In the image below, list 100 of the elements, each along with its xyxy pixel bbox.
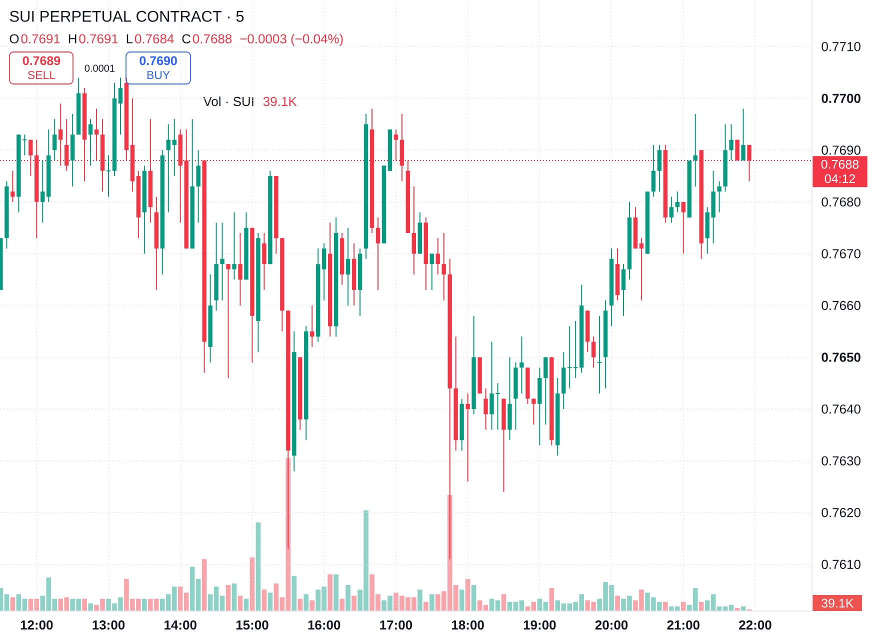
candlestick — [322, 242, 326, 301]
x-tick-label: 22:00 — [739, 620, 772, 630]
bar — [680, 602, 686, 611]
candlestick — [585, 310, 590, 353]
bar — [142, 598, 147, 611]
candlestick — [166, 124, 170, 213]
candlestick — [669, 196, 674, 224]
candlestick — [615, 248, 620, 301]
candlestick — [681, 201, 686, 254]
candlestick — [424, 216, 428, 290]
x-tick-label: 16:00 — [308, 620, 340, 630]
candlestick — [190, 118, 194, 250]
candlestick — [556, 377, 560, 456]
annotation: 0.7691 — [79, 34, 118, 44]
bar — [352, 596, 356, 611]
candlestick — [232, 212, 236, 280]
bar — [238, 596, 243, 611]
x-tick-label: 18:00 — [452, 620, 484, 630]
candlestick — [136, 170, 141, 239]
candlestick — [412, 186, 416, 275]
candlestick — [298, 356, 302, 430]
candlestick — [154, 196, 159, 290]
annotation: −0.0003 (−0.04%) — [240, 34, 343, 46]
bar — [423, 602, 428, 611]
text: 04:12 — [824, 174, 856, 184]
x-tick-label: 20:00 — [595, 620, 628, 630]
bar — [340, 598, 344, 611]
candlestick — [544, 356, 548, 426]
x-tick-label: 19:00 — [524, 620, 556, 630]
candlestick — [388, 128, 392, 172]
candlestick — [106, 154, 112, 198]
candlestick — [567, 326, 572, 389]
candlestick — [675, 191, 680, 213]
y-tick-label: 0.7660 — [822, 300, 860, 310]
annotation: H — [68, 34, 76, 44]
candlestick — [645, 191, 650, 254]
bar — [88, 603, 93, 611]
y-tick-label: 0.7650 — [822, 352, 860, 362]
candlestick — [250, 227, 254, 363]
candlestick — [466, 393, 470, 482]
candlestick — [256, 232, 260, 353]
annotation: 0.7691 — [21, 34, 60, 44]
y-tick-label: 0.7690 — [822, 146, 860, 155]
candlestick — [220, 222, 224, 301]
bar — [465, 578, 470, 611]
annotation: Vol · SUI — [203, 96, 254, 106]
candlestick — [591, 336, 596, 368]
candlestick — [436, 238, 440, 275]
candlestick — [651, 144, 656, 198]
candlestick — [550, 356, 554, 446]
annotation: 39.1K — [263, 96, 297, 106]
candlestick — [46, 128, 51, 202]
y-tick-label: 0.7670 — [822, 249, 860, 258]
candlestick — [346, 227, 350, 306]
annotation: 0.0001 — [84, 64, 115, 72]
candlestick — [627, 201, 632, 280]
text: 39.1K — [822, 598, 854, 608]
bar — [226, 585, 231, 611]
candlestick — [603, 300, 608, 389]
candlestick — [741, 108, 746, 162]
annotation: 0.7689 — [22, 56, 60, 66]
annotation: BUY — [147, 71, 170, 80]
bar — [250, 558, 255, 611]
bar — [334, 574, 338, 611]
candlestick — [418, 212, 422, 254]
candlestick — [4, 180, 9, 250]
candlestick — [328, 222, 332, 338]
x-tick-label: 17:00 — [380, 620, 412, 630]
candlestick — [532, 398, 536, 426]
bar — [663, 602, 668, 611]
candlestick — [274, 176, 278, 254]
candlestick — [657, 144, 662, 192]
bar — [471, 585, 476, 611]
candlestick — [58, 103, 63, 166]
candlestick — [538, 367, 542, 446]
bar — [304, 594, 309, 611]
bar — [256, 522, 261, 611]
ref-line-label: 0.7688 — [821, 160, 859, 169]
bar — [82, 598, 87, 611]
candlestick — [262, 232, 266, 290]
candlestick — [142, 165, 147, 254]
candlestick — [196, 150, 200, 224]
candlestick — [609, 248, 614, 327]
bar — [268, 592, 273, 611]
candlestick — [226, 264, 230, 378]
candlestick — [562, 352, 566, 410]
candlestick — [579, 284, 584, 374]
bar — [501, 594, 506, 611]
candlestick — [358, 248, 362, 316]
bar — [429, 594, 434, 611]
candlestick — [316, 248, 320, 342]
y-tick-label: 0.7700 — [822, 94, 860, 103]
candlestick — [460, 398, 464, 451]
candlestick — [112, 82, 117, 177]
candlestick — [352, 242, 356, 306]
candlestick — [472, 315, 476, 415]
bar — [292, 576, 297, 611]
annotation: SELL — [28, 70, 56, 80]
candlestick — [208, 274, 212, 363]
y-tick-label: 0.7640 — [822, 404, 860, 414]
